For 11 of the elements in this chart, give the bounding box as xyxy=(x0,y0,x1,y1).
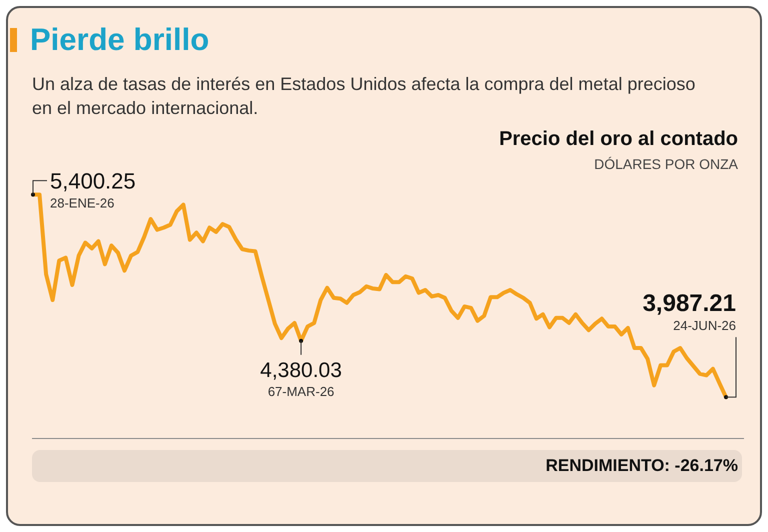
text: DÓLARES POR ONZA xyxy=(594,156,738,172)
annotation: 24-JUN-26 xyxy=(673,318,736,334)
chart-subtitle: Un alza de tasas de interés en Estados Unidos afecta la compra del metal precioso en el mercado internacional. xyxy=(32,73,696,120)
text: RENDIMIENTO: -26.17% xyxy=(546,456,738,476)
data-label: 5,400.25 xyxy=(50,168,136,194)
text: Precio del oro al contado xyxy=(499,128,738,151)
chart-title: Pierde brillo xyxy=(30,22,210,58)
data-label: 4,380.03 xyxy=(260,358,342,382)
data-label: 3,987.21 xyxy=(642,290,736,318)
annotation: 67-MAR-26 xyxy=(268,384,334,399)
annotation: 28-ENE-26 xyxy=(50,196,114,211)
